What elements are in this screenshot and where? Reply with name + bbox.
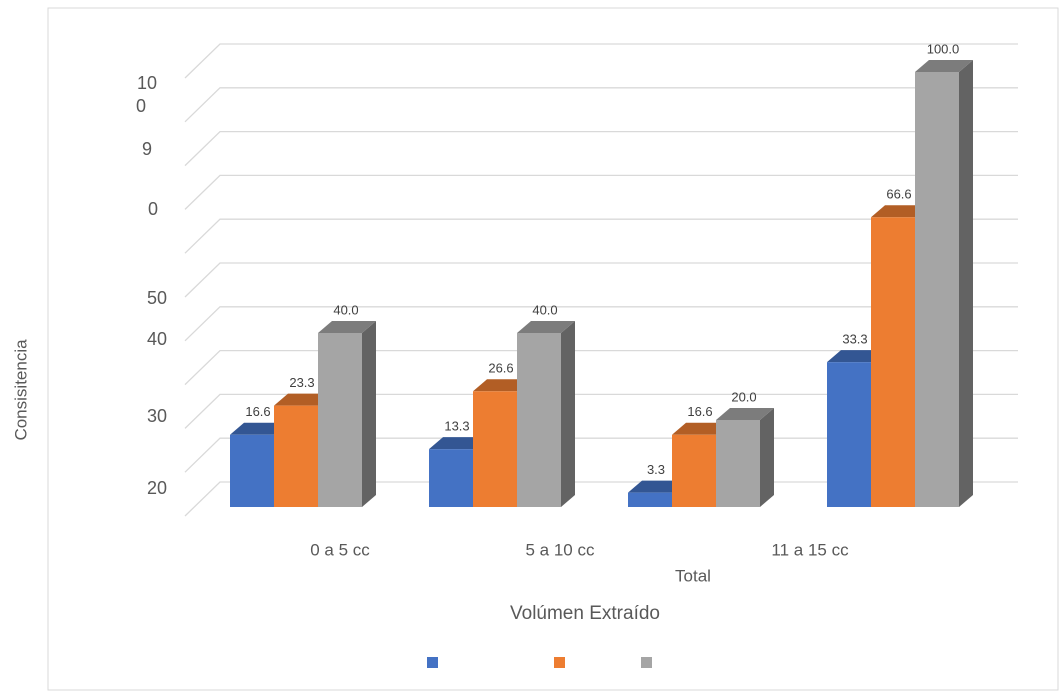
bar bbox=[230, 434, 274, 507]
x-tick-label: 11 a 15 cc bbox=[771, 540, 849, 559]
bar bbox=[473, 391, 517, 507]
bar-top bbox=[672, 422, 730, 435]
bar bbox=[915, 72, 959, 507]
grid-line bbox=[184, 174, 1018, 210]
legend-swatch bbox=[427, 657, 438, 668]
bar-top bbox=[628, 480, 686, 493]
value-label: 16.6 bbox=[687, 404, 712, 419]
value-label: 3.3 bbox=[647, 462, 665, 477]
value-label: 33.3 bbox=[842, 332, 867, 347]
bar-side bbox=[561, 321, 575, 507]
y-tick-label: 50 bbox=[147, 288, 167, 308]
bar bbox=[827, 362, 871, 507]
value-label: 20.0 bbox=[731, 389, 756, 404]
bar-top bbox=[473, 379, 531, 392]
grid-line bbox=[184, 349, 1018, 386]
x-tick-label: Total bbox=[675, 566, 711, 585]
value-label: 23.3 bbox=[289, 375, 314, 390]
bar-side bbox=[362, 321, 376, 507]
bar-top bbox=[517, 321, 575, 333]
bar-top bbox=[429, 437, 487, 450]
bar bbox=[517, 333, 561, 507]
grid-line bbox=[184, 262, 1018, 298]
grid-line bbox=[184, 306, 1018, 342]
value-label: 40.0 bbox=[333, 302, 358, 317]
grid-line bbox=[184, 393, 1018, 429]
y-tick-label: 9 bbox=[142, 139, 152, 159]
bar bbox=[871, 217, 915, 508]
bar bbox=[429, 449, 473, 507]
grid-line bbox=[184, 130, 1018, 167]
grid-line bbox=[184, 87, 1018, 123]
y-axis-title: Consisitencia bbox=[11, 339, 30, 441]
y-tick-label: 0 bbox=[148, 199, 158, 219]
y-tick-label: 40 bbox=[147, 329, 167, 349]
bar bbox=[318, 333, 362, 507]
value-label: 26.6 bbox=[488, 361, 513, 376]
bar-top bbox=[230, 422, 288, 435]
legend-swatch bbox=[554, 657, 565, 668]
y-tick-label: 10 bbox=[137, 73, 157, 93]
bar-top bbox=[915, 60, 973, 72]
value-label: 16.6 bbox=[245, 404, 270, 419]
bar bbox=[628, 492, 672, 507]
bar-side bbox=[959, 60, 973, 507]
bar-side bbox=[760, 408, 774, 507]
bar bbox=[672, 434, 716, 507]
x-tick-label: 0 a 5 cc bbox=[310, 540, 370, 559]
bar-top bbox=[318, 321, 376, 333]
x-tick-label: 5 a 10 cc bbox=[526, 540, 595, 559]
value-label: 40.0 bbox=[532, 302, 557, 317]
bar-top bbox=[827, 350, 885, 363]
x-axis-title: Volúmen Extraído bbox=[510, 603, 660, 624]
y-tick-label: 30 bbox=[147, 406, 167, 426]
bar bbox=[274, 405, 318, 507]
bar bbox=[716, 420, 760, 507]
bar-top bbox=[716, 408, 774, 420]
grid-line bbox=[184, 43, 1018, 79]
value-label: 66.6 bbox=[886, 187, 911, 202]
value-label: 100.0 bbox=[927, 41, 960, 56]
legend-swatch bbox=[641, 657, 652, 668]
grid-line bbox=[184, 218, 1018, 254]
value-label: 13.3 bbox=[444, 419, 469, 434]
bar-top bbox=[871, 205, 929, 218]
y-tick-label: 0 bbox=[136, 96, 146, 116]
y-tick-label: 20 bbox=[147, 478, 167, 498]
bar-top bbox=[274, 393, 332, 406]
